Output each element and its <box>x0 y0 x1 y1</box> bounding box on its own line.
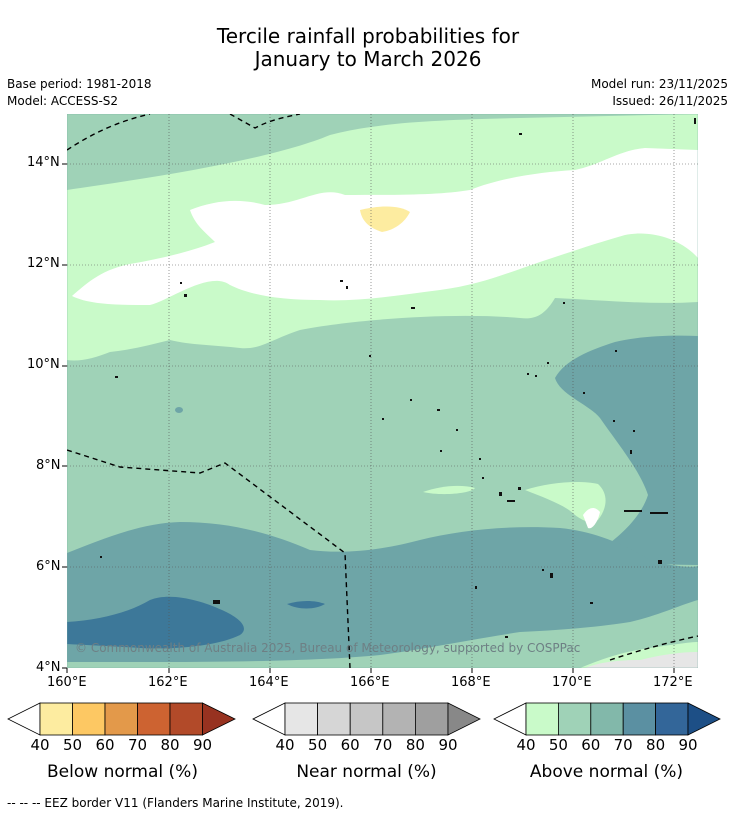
lat-label: 4°N <box>36 660 61 675</box>
above-70-80-region <box>67 596 244 649</box>
above-40-50-strip <box>423 485 475 495</box>
white-patch <box>583 508 600 529</box>
issued-date: Issued: 26/11/2025 <box>612 94 728 108</box>
near-normal-patch <box>585 652 698 668</box>
eez-footnote: -- -- -- EEZ border V11 (Flanders Marine… <box>7 796 344 810</box>
graticule <box>67 114 698 668</box>
lon-label: 168°E <box>451 675 491 690</box>
map-title-line2: January to March 2026 <box>254 47 482 71</box>
model-name: Model: ACCESS-S2 <box>7 94 119 108</box>
colorbar-above <box>493 702 721 736</box>
above-normal-label: Above normal (%) <box>529 762 684 782</box>
cb-tick: 60 <box>95 736 115 754</box>
lat-label: 14°N <box>27 155 60 170</box>
cb-tick: 40 <box>30 736 50 754</box>
above-60-70-east-region <box>555 335 698 565</box>
map-canvas <box>67 114 698 668</box>
cb-tick: 80 <box>160 736 180 754</box>
cb-tick: 50 <box>548 736 568 754</box>
below-normal-label: Below normal (%) <box>47 762 198 782</box>
cb-tick: 60 <box>581 736 601 754</box>
near-normal-label: Near normal (%) <box>296 762 437 782</box>
map-title-line1: Tercile rainfall probabilities for <box>216 24 520 48</box>
cb-tick: 40 <box>275 736 295 754</box>
eez-border <box>67 114 698 668</box>
lat-label: 8°N <box>36 458 61 473</box>
lon-label: 164°E <box>249 675 289 690</box>
lon-label: 170°E <box>552 675 592 690</box>
lon-label: 166°E <box>350 675 390 690</box>
islands <box>100 118 696 638</box>
axis-ticks <box>62 163 675 673</box>
cb-tick: 50 <box>62 736 83 754</box>
below-40-50-patch <box>360 206 410 232</box>
cb-tick: 70 <box>127 736 148 754</box>
cb-tick: 70 <box>373 736 393 754</box>
copyright-notice: © Commonwealth of Australia 2025, Bureau… <box>75 641 581 655</box>
lat-label: 12°N <box>27 256 60 271</box>
cb-tick: 70 <box>613 736 633 754</box>
model-run: Model run: 23/11/2025 <box>590 77 728 91</box>
lon-label: 162°E <box>148 675 188 690</box>
lon-label: 160°E <box>47 675 87 690</box>
colorbar-near <box>252 702 481 736</box>
cb-tick: 90 <box>678 736 698 754</box>
cb-tick: 80 <box>646 736 666 754</box>
lat-label: 6°N <box>36 559 61 574</box>
lon-label: 172°E <box>653 675 693 690</box>
cb-tick: 60 <box>340 736 360 754</box>
colorbar-below <box>7 702 236 736</box>
above-60-70-spot <box>175 407 183 413</box>
above-70-80-spot <box>287 601 325 609</box>
base-period: Base period: 1981-2018 <box>7 77 152 91</box>
cb-tick: 90 <box>192 736 213 754</box>
cb-tick: 90 <box>438 736 458 754</box>
cb-tick: 40 <box>516 736 536 754</box>
lat-label: 10°N <box>27 357 60 372</box>
cb-tick: 50 <box>308 736 328 754</box>
cb-tick: 80 <box>405 736 425 754</box>
